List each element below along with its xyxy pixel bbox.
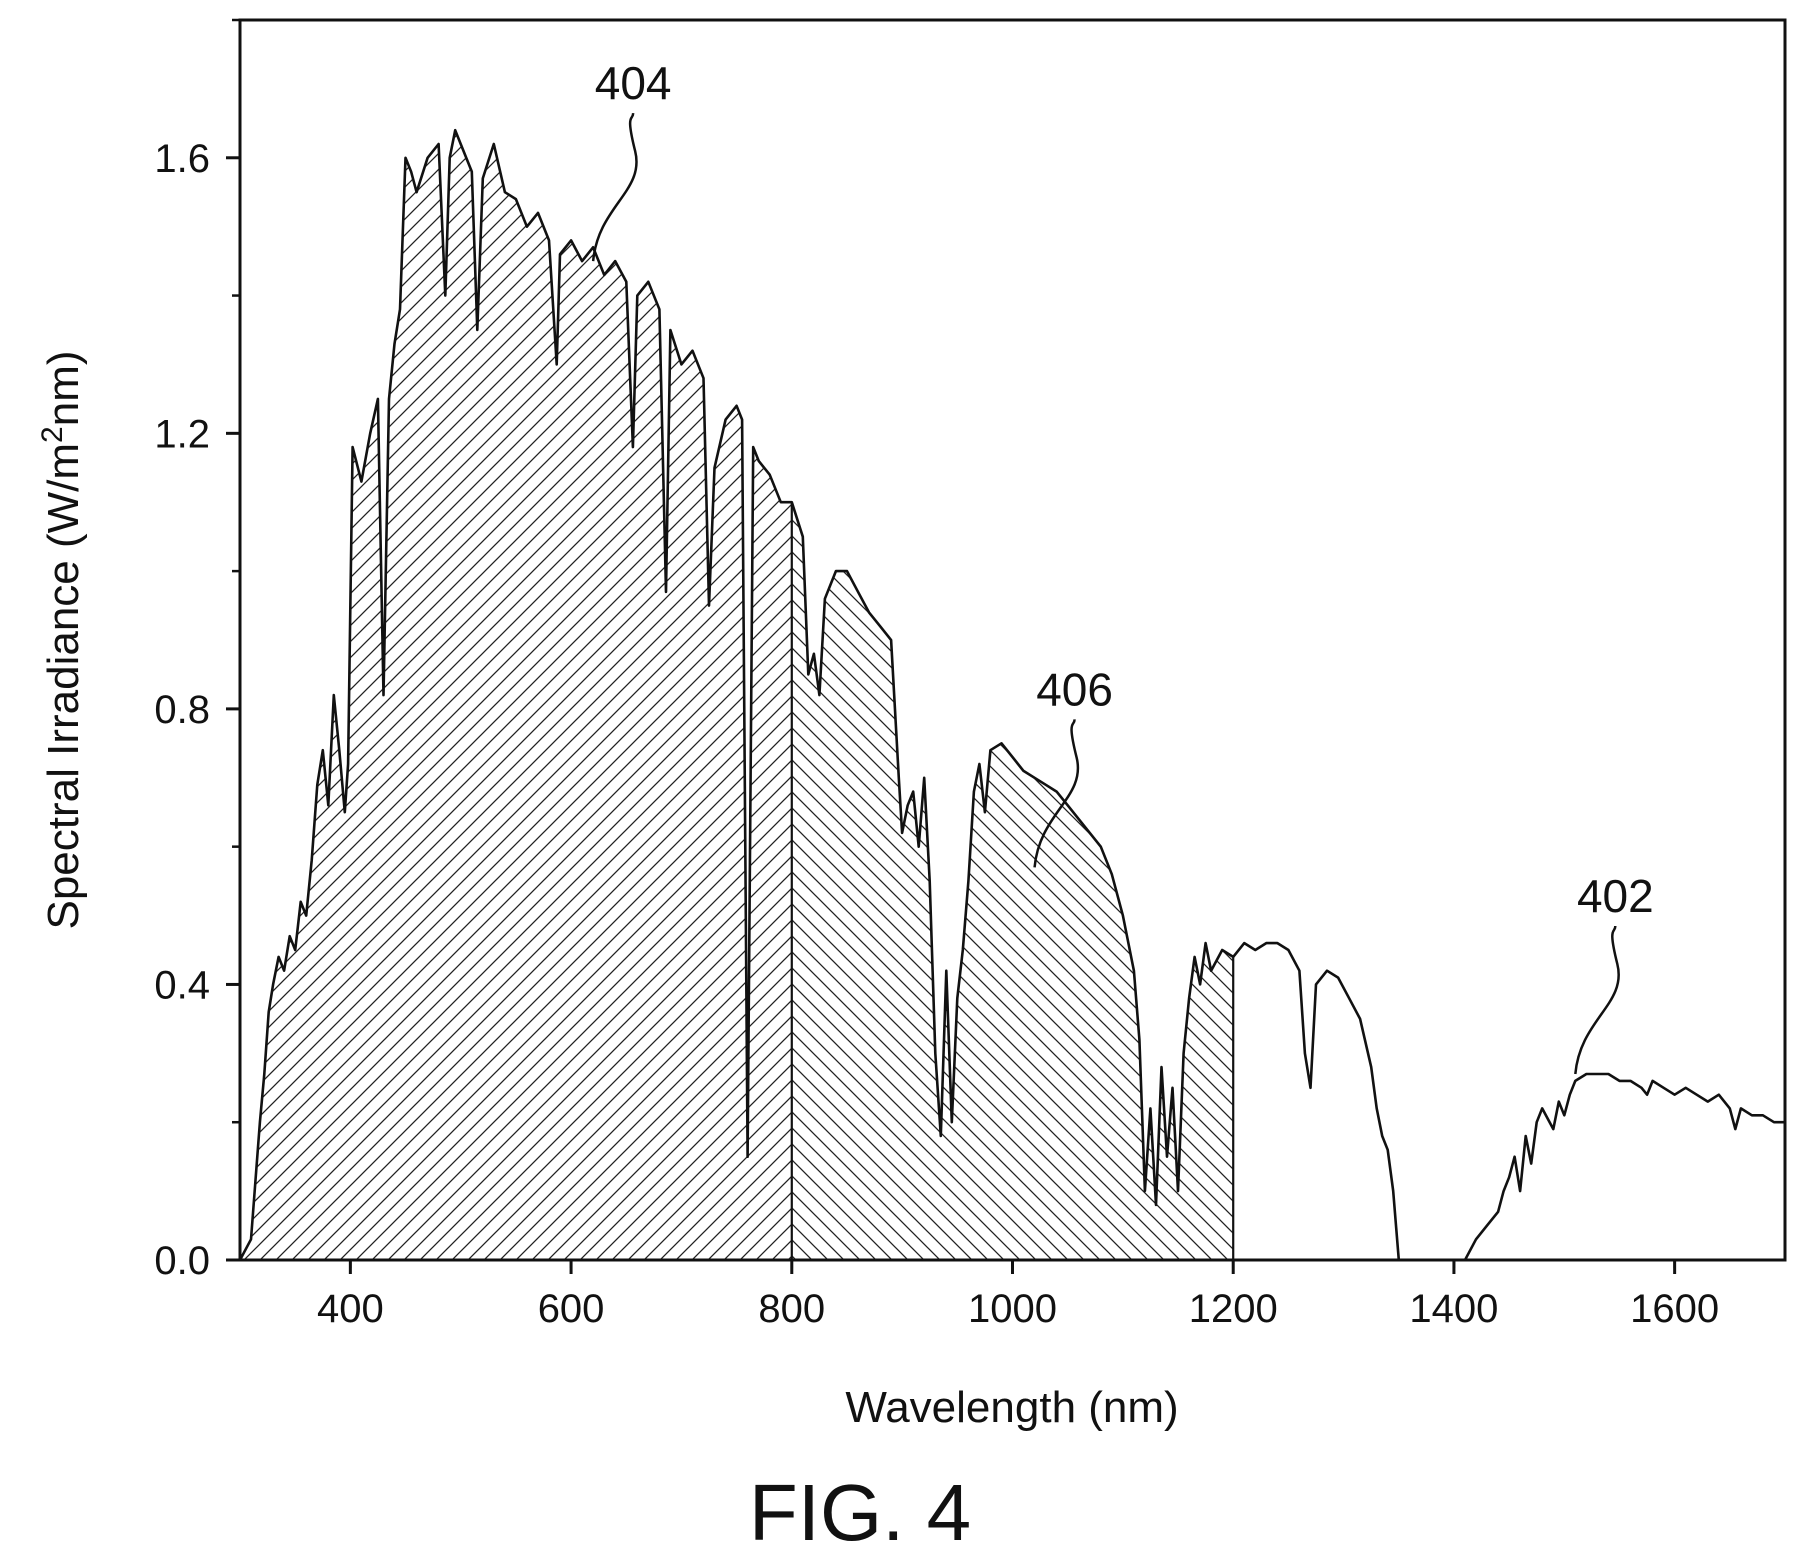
y-tick-label: 0.4 — [154, 963, 210, 1007]
x-axis: 400 600 800 1000 1200 1400 1600 — [317, 1260, 1719, 1331]
callout-leader-line — [591, 112, 638, 262]
shaded-region-near-infrared — [791, 502, 1234, 1260]
callouts: 404 406 402 — [591, 57, 1654, 1075]
x-tick-label: 1200 — [1189, 1287, 1278, 1331]
x-axis-title: Wavelength (nm) — [845, 1383, 1178, 1432]
x-tick-label: 400 — [317, 1287, 384, 1331]
shaded-region-visible — [240, 130, 792, 1260]
callout-label: 406 — [1036, 663, 1113, 715]
x-tick-label: 1600 — [1630, 1287, 1719, 1331]
callout-label: 404 — [595, 57, 672, 109]
y-tick-label: 0.8 — [154, 688, 210, 732]
callout-label: 402 — [1577, 870, 1654, 922]
y-axis-title: Spectral Irradiance (W/m2nm) — [36, 350, 88, 929]
x-tick-label: 600 — [538, 1287, 605, 1331]
y-axis: 0.0 0.4 0.8 1.2 1.6 — [154, 18, 240, 1283]
spectrum-curve — [240, 128, 1785, 1260]
y-tick-label: 0.0 — [154, 1239, 210, 1283]
callout-leader-line — [1033, 719, 1080, 868]
figure-caption: FIG. 4 — [749, 1468, 971, 1557]
y-tick-label: 1.2 — [154, 412, 210, 456]
x-tick-label: 1000 — [968, 1287, 1057, 1331]
plot-area — [240, 128, 1785, 1260]
x-tick-label: 1400 — [1409, 1287, 1498, 1331]
x-tick-label: 800 — [758, 1287, 825, 1331]
y-tick-label: 1.6 — [154, 137, 210, 181]
callout-leader-line — [1574, 925, 1620, 1075]
